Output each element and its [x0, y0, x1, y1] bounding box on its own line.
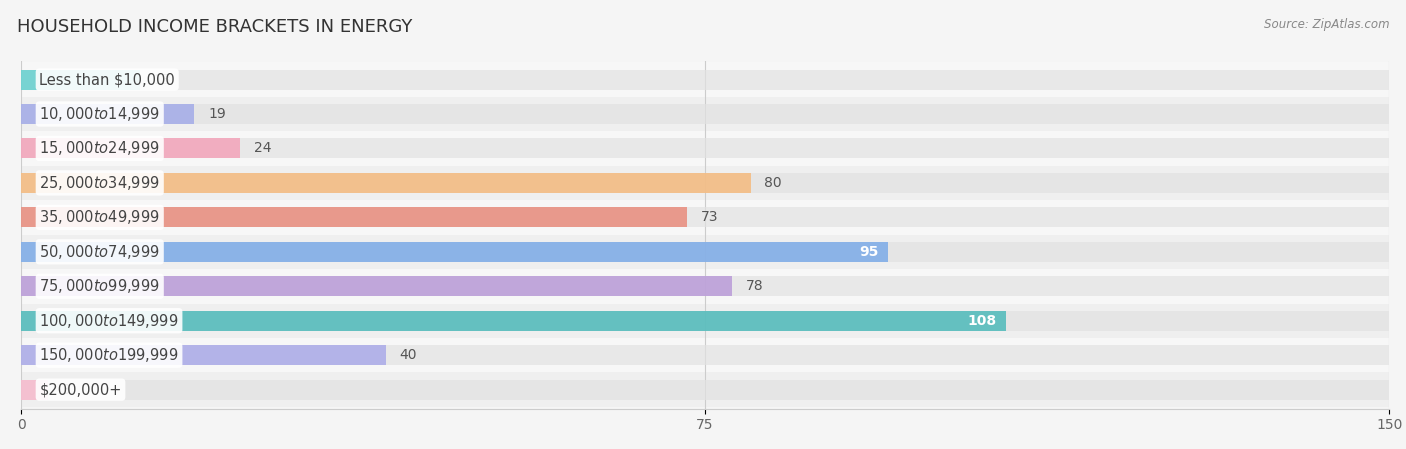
Bar: [21, 70, 139, 89]
Text: $100,000 to $149,999: $100,000 to $149,999: [39, 312, 179, 330]
Text: Source: ZipAtlas.com: Source: ZipAtlas.com: [1264, 18, 1389, 31]
Bar: [21, 70, 1389, 89]
Text: $150,000 to $199,999: $150,000 to $199,999: [39, 346, 179, 364]
Bar: [21, 173, 1389, 193]
Text: HOUSEHOLD INCOME BRACKETS IN ENERGY: HOUSEHOLD INCOME BRACKETS IN ENERGY: [17, 18, 412, 36]
Bar: [21, 207, 1389, 227]
Text: 19: 19: [208, 107, 226, 121]
Bar: [21, 131, 1389, 166]
Text: $200,000+: $200,000+: [39, 382, 122, 397]
Bar: [21, 138, 240, 158]
Text: $10,000 to $14,999: $10,000 to $14,999: [39, 105, 160, 123]
Text: 78: 78: [747, 279, 763, 293]
Bar: [21, 104, 1389, 124]
Bar: [21, 276, 733, 296]
Bar: [21, 242, 887, 262]
Bar: [21, 304, 1389, 338]
Text: 24: 24: [253, 141, 271, 155]
Text: 80: 80: [765, 176, 782, 190]
Bar: [21, 200, 1389, 235]
Bar: [21, 269, 1389, 304]
Bar: [21, 276, 1389, 296]
Text: $25,000 to $34,999: $25,000 to $34,999: [39, 174, 160, 192]
Bar: [21, 138, 1389, 158]
Bar: [21, 207, 688, 227]
Bar: [21, 345, 1389, 365]
Bar: [21, 235, 1389, 269]
Bar: [21, 166, 1389, 200]
Text: $75,000 to $99,999: $75,000 to $99,999: [39, 277, 160, 295]
Bar: [21, 345, 385, 365]
Bar: [21, 380, 1389, 400]
Text: Less than $10,000: Less than $10,000: [39, 72, 176, 87]
Bar: [21, 338, 1389, 372]
Bar: [21, 242, 1389, 262]
Bar: [21, 62, 1389, 97]
Text: 3: 3: [62, 383, 70, 396]
Bar: [21, 104, 194, 124]
Bar: [21, 311, 1007, 331]
Bar: [21, 173, 751, 193]
Text: $35,000 to $49,999: $35,000 to $49,999: [39, 208, 160, 226]
Bar: [21, 311, 1389, 331]
Text: $50,000 to $74,999: $50,000 to $74,999: [39, 243, 160, 261]
Bar: [21, 372, 1389, 407]
Text: 95: 95: [859, 245, 879, 259]
Bar: [21, 380, 48, 400]
Text: 73: 73: [700, 211, 718, 224]
Text: 108: 108: [967, 314, 997, 328]
Bar: [21, 97, 1389, 131]
Text: 40: 40: [399, 348, 418, 362]
Text: $15,000 to $24,999: $15,000 to $24,999: [39, 140, 160, 158]
Text: 13: 13: [153, 73, 172, 87]
